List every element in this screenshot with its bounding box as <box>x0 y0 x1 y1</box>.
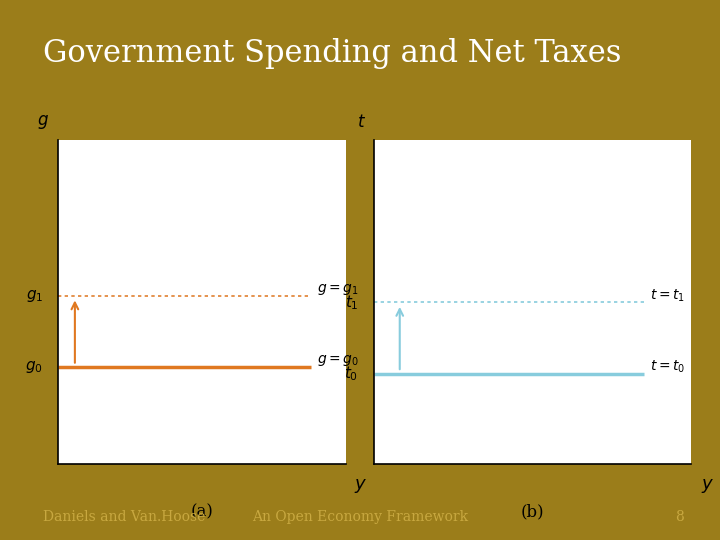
Text: $g = g_1$: $g = g_1$ <box>317 282 359 297</box>
Text: Daniels and Van.Hoose: Daniels and Van.Hoose <box>43 510 206 524</box>
Text: $y$: $y$ <box>354 477 367 495</box>
Text: An Open Economy Framework: An Open Economy Framework <box>252 510 468 524</box>
Text: 8: 8 <box>675 510 684 524</box>
Text: Government Spending and Net Taxes: Government Spending and Net Taxes <box>43 38 621 69</box>
Text: $g$: $g$ <box>37 113 49 131</box>
Text: $y$: $y$ <box>701 477 714 495</box>
Text: $t_1$: $t_1$ <box>345 293 359 312</box>
Text: $t = t_0$: $t = t_0$ <box>650 359 685 375</box>
Text: $t$: $t$ <box>357 114 366 131</box>
Text: $g_1$: $g_1$ <box>26 288 43 304</box>
Text: $g = g_0$: $g = g_0$ <box>317 353 359 368</box>
Text: $g_0$: $g_0$ <box>25 359 43 375</box>
Text: $t = t_1$: $t = t_1$ <box>650 288 685 304</box>
Text: $t_0$: $t_0$ <box>344 364 359 383</box>
Text: (a): (a) <box>190 503 213 520</box>
Text: (b): (b) <box>521 503 544 520</box>
